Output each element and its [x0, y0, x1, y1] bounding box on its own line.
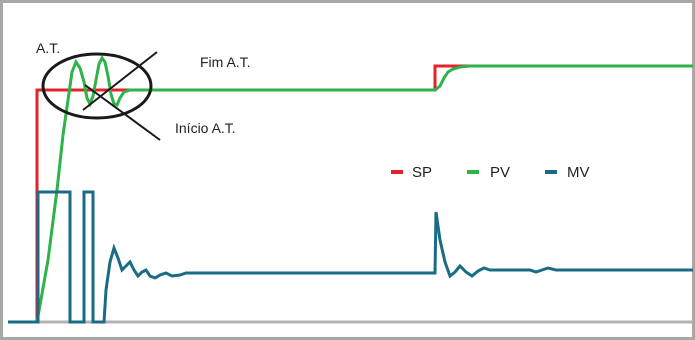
- legend-sp-label: SP: [412, 164, 432, 181]
- inicio-label: Início A.T.: [175, 120, 236, 136]
- pv-series-line: [35, 55, 693, 323]
- legend-pv-label: PV: [490, 164, 510, 181]
- legend: SP PV MV: [391, 164, 590, 181]
- fim-label: Fim A.T.: [200, 54, 251, 70]
- at-label: A.T.: [36, 40, 60, 56]
- inicio-pointer-line: [84, 84, 161, 141]
- legend-mv-label: MV: [567, 164, 590, 181]
- mv-series-line: [8, 190, 693, 324]
- autotune-ellipse: [41, 52, 153, 120]
- fim-pointer-line: [82, 51, 158, 111]
